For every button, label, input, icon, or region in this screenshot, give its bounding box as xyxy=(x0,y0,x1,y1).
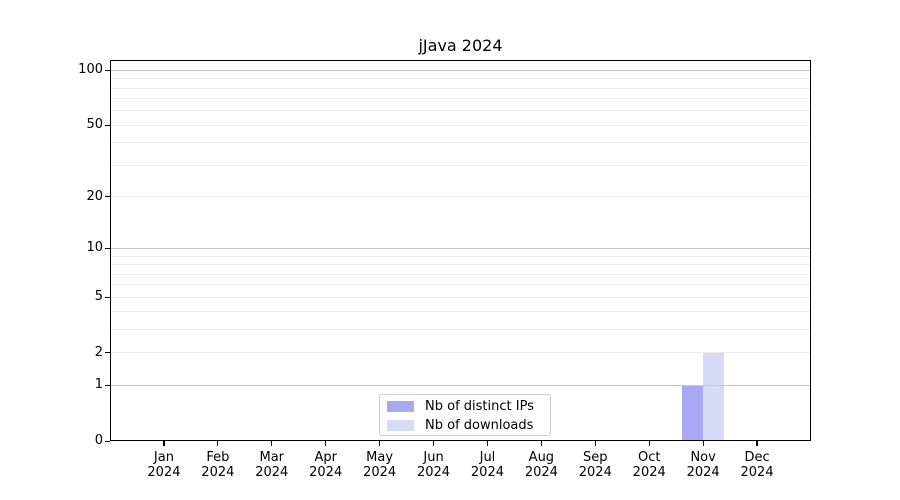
x-tick-label: Sep 2024 xyxy=(565,450,625,480)
x-tick-label: May 2024 xyxy=(350,450,410,480)
y-gridline-major xyxy=(110,69,811,71)
x-tick-label-line: Oct xyxy=(637,450,661,465)
x-tick-label-line: 2024 xyxy=(632,465,666,480)
x-tick-label-line: 2024 xyxy=(363,465,397,480)
x-tick-mark xyxy=(379,441,381,446)
x-tick-label-line: 2024 xyxy=(255,465,289,480)
x-tick-label-line: Jan xyxy=(153,450,174,465)
distinct-ips-swatch-icon xyxy=(387,401,414,412)
y-tick-mark xyxy=(105,384,110,387)
x-tick-mark xyxy=(325,441,327,446)
y-gridline-minor xyxy=(110,164,811,166)
y-gridline-minor xyxy=(110,264,811,266)
x-tick-label-line: May xyxy=(366,450,394,465)
y-gridline-major xyxy=(110,384,811,386)
y-tick-mark xyxy=(105,69,110,72)
x-tick-label-line: 2024 xyxy=(470,465,504,480)
y-tick-label: 10 xyxy=(86,240,103,256)
y-gridline-minor xyxy=(110,87,811,89)
x-tick-label: Dec 2024 xyxy=(727,450,787,480)
x-tick-mark xyxy=(594,441,596,446)
downloads-swatch-icon xyxy=(387,420,414,431)
x-tick-mark xyxy=(486,441,489,446)
x-tick-label: Jan 2024 xyxy=(134,450,194,480)
x-tick-mark xyxy=(271,441,273,446)
x-tick-mark xyxy=(217,441,219,446)
x-tick-label-line: Aug xyxy=(528,450,555,465)
y-gridline-minor xyxy=(110,78,811,80)
x-tick-label-line: Apr xyxy=(314,450,337,465)
y-tick-mark xyxy=(105,247,110,250)
x-tick-label: Jun 2024 xyxy=(404,450,464,480)
x-tick-mark xyxy=(648,441,650,446)
x-tick-label-line: 2024 xyxy=(309,465,343,480)
legend-item-distinct-ips: Nb of distinct IPs xyxy=(380,397,550,416)
x-tick-mark xyxy=(163,441,165,446)
bar-downloads xyxy=(703,352,725,441)
y-tick-label: 100 xyxy=(78,62,103,78)
x-tick-label-line: Feb xyxy=(206,450,230,465)
x-tick-label: Mar 2024 xyxy=(242,450,302,480)
legend-label-downloads: Nb of downloads xyxy=(425,418,534,433)
y-gridline-minor xyxy=(110,352,811,354)
y-gridline-minor xyxy=(110,296,811,298)
y-tick-mark xyxy=(105,296,110,298)
legend-label-distinct-ips: Nb of distinct IPs xyxy=(425,399,534,414)
x-tick-label: Nov 2024 xyxy=(673,450,733,480)
y-gridline-minor xyxy=(110,98,811,100)
x-tick-mark xyxy=(756,441,758,446)
y-gridline-minor xyxy=(110,284,811,286)
y-gridline-minor xyxy=(110,110,811,112)
y-gridline-minor xyxy=(110,124,811,126)
x-tick-label-line: Nov xyxy=(690,450,716,465)
y-gridline-minor xyxy=(110,311,811,313)
x-tick-mark xyxy=(432,441,435,446)
x-tick-label: Oct 2024 xyxy=(619,450,679,480)
y-tick-mark xyxy=(105,440,110,442)
y-tick-label: 1 xyxy=(94,377,103,393)
y-gridline-minor xyxy=(110,142,811,144)
x-tick-label-line: 2024 xyxy=(524,465,558,480)
x-tick-label: Aug 2024 xyxy=(511,450,571,480)
y-gridline-minor xyxy=(110,255,811,257)
x-tick-label-line: Jun xyxy=(423,450,444,465)
x-tick-label: Apr 2024 xyxy=(296,450,356,480)
y-tick-label: 2 xyxy=(94,344,103,360)
x-tick-label-line: Dec xyxy=(744,450,770,465)
x-tick-label-line: 2024 xyxy=(416,465,451,480)
legend: Nb of distinct IPs Nb of downloads xyxy=(379,394,551,436)
x-tick-label: Jul 2024 xyxy=(457,450,517,480)
chart-title: jJava 2024 xyxy=(418,36,503,55)
y-tick-mark xyxy=(105,196,110,198)
y-tick-mark xyxy=(105,352,110,354)
y-tick-label: 20 xyxy=(86,188,103,204)
x-tick-label-line: 2024 xyxy=(686,465,720,480)
x-tick-label-line: 2024 xyxy=(201,465,235,480)
x-tick-label-line: 2024 xyxy=(740,465,774,480)
legend-item-downloads: Nb of downloads xyxy=(380,416,550,435)
x-tick-mark xyxy=(702,441,704,446)
y-tick-mark xyxy=(105,124,110,126)
x-tick-label-line: Mar xyxy=(259,450,285,465)
y-tick-label: 5 xyxy=(94,289,103,305)
x-tick-label-line: 2024 xyxy=(578,465,612,480)
y-gridline-minor xyxy=(110,273,811,275)
y-gridline-minor xyxy=(110,329,811,331)
y-gridline-major xyxy=(110,247,811,249)
bar-distinct-ips xyxy=(682,385,704,441)
y-tick-label: 50 xyxy=(86,117,103,133)
x-tick-label: Feb 2024 xyxy=(188,450,248,480)
y-tick-label: 0 xyxy=(94,433,103,448)
x-tick-label-line: Jul xyxy=(479,450,496,465)
x-tick-label-line: 2024 xyxy=(147,465,181,480)
y-gridline-minor xyxy=(110,196,811,198)
x-tick-label-line: Sep xyxy=(583,450,608,465)
x-tick-mark xyxy=(540,441,542,446)
